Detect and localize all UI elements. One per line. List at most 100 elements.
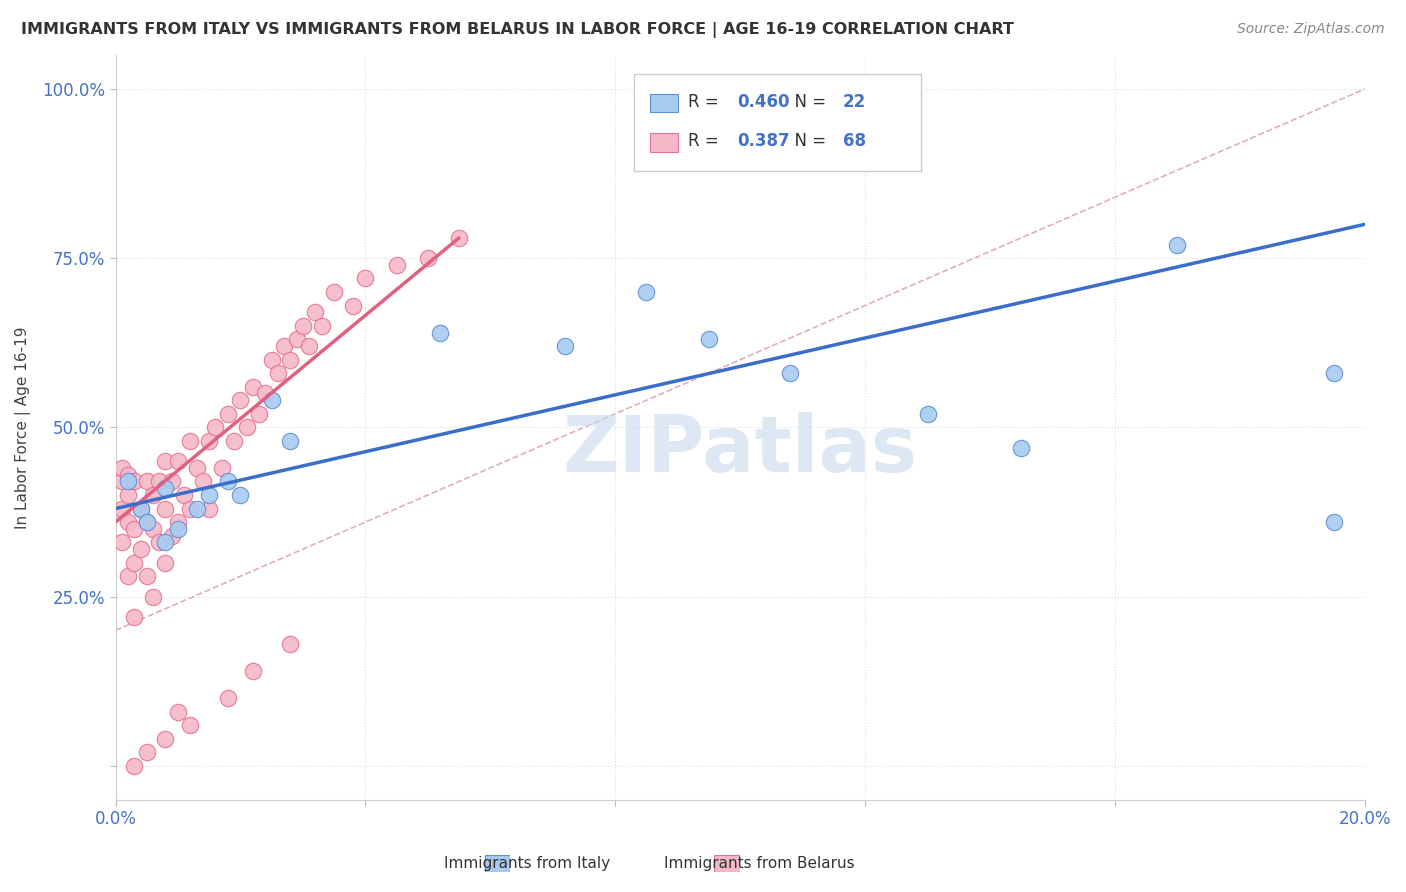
Point	[204, 420, 226, 434]
Text: 0.387: 0.387	[738, 133, 790, 151]
Text: 22: 22	[842, 93, 866, 111]
Point	[155, 454, 177, 468]
Text: N =: N =	[785, 133, 831, 151]
Point	[217, 691, 239, 706]
Point	[167, 454, 190, 468]
Point	[385, 258, 408, 272]
Point	[135, 745, 157, 759]
Point	[129, 501, 152, 516]
Point	[167, 705, 190, 719]
Point	[298, 339, 321, 353]
Point	[267, 366, 290, 380]
Y-axis label: In Labor Force | Age 16-19: In Labor Force | Age 16-19	[15, 326, 31, 529]
Point	[198, 501, 221, 516]
Text: R =: R =	[688, 93, 724, 111]
Point	[117, 569, 139, 583]
Point	[280, 637, 302, 651]
Point	[198, 488, 221, 502]
Point	[779, 366, 801, 380]
Point	[122, 758, 145, 772]
Point	[117, 467, 139, 482]
Point	[129, 542, 152, 557]
Point	[148, 535, 170, 549]
Point	[122, 556, 145, 570]
Point	[135, 515, 157, 529]
Point	[260, 352, 283, 367]
Point	[697, 332, 720, 346]
Point	[235, 420, 257, 434]
Point	[1322, 515, 1344, 529]
Point	[304, 305, 326, 319]
Point	[260, 393, 283, 408]
Text: R =: R =	[688, 133, 724, 151]
Point	[167, 522, 190, 536]
Point	[323, 285, 346, 299]
Point	[217, 407, 239, 421]
Point	[117, 488, 139, 502]
Text: IMMIGRANTS FROM ITALY VS IMMIGRANTS FROM BELARUS IN LABOR FORCE | AGE 16-19 CORR: IMMIGRANTS FROM ITALY VS IMMIGRANTS FROM…	[21, 22, 1014, 38]
Point	[179, 718, 201, 732]
Point	[155, 731, 177, 746]
Point	[179, 434, 201, 448]
Point	[186, 501, 208, 516]
Point	[198, 434, 221, 448]
Point	[129, 501, 152, 516]
Point	[217, 475, 239, 489]
Point	[135, 515, 157, 529]
Point	[135, 475, 157, 489]
Point	[111, 461, 134, 475]
Point	[917, 407, 939, 421]
Text: 68: 68	[842, 133, 866, 151]
Point	[155, 501, 177, 516]
Point	[342, 299, 364, 313]
Point	[242, 664, 264, 678]
Text: 0.460: 0.460	[738, 93, 790, 111]
Point	[254, 386, 277, 401]
Point	[1166, 237, 1188, 252]
Point	[173, 488, 195, 502]
Point	[554, 339, 576, 353]
Point	[148, 475, 170, 489]
Point	[273, 339, 295, 353]
Text: Source: ZipAtlas.com: Source: ZipAtlas.com	[1237, 22, 1385, 37]
Bar	[650, 94, 678, 112]
Point	[122, 522, 145, 536]
Point	[111, 535, 134, 549]
Point	[186, 461, 208, 475]
Point	[179, 501, 201, 516]
Text: N =: N =	[785, 93, 831, 111]
Text: Immigrants from Belarus: Immigrants from Belarus	[664, 856, 855, 871]
Bar	[650, 133, 678, 152]
Point	[142, 590, 165, 604]
Point	[229, 393, 252, 408]
Point	[111, 475, 134, 489]
Point	[280, 352, 302, 367]
Point	[160, 475, 183, 489]
Point	[242, 380, 264, 394]
Point	[117, 515, 139, 529]
Point	[1010, 441, 1032, 455]
Point	[285, 332, 308, 346]
Point	[142, 522, 165, 536]
Point	[122, 475, 145, 489]
Point	[229, 488, 252, 502]
Point	[135, 569, 157, 583]
Point	[354, 271, 377, 285]
Point	[155, 535, 177, 549]
Point	[291, 318, 314, 333]
Point	[142, 488, 165, 502]
Point	[191, 475, 214, 489]
Text: Immigrants from Italy: Immigrants from Italy	[444, 856, 610, 871]
Point	[247, 407, 270, 421]
Point	[280, 434, 302, 448]
Point	[160, 528, 183, 542]
Point	[416, 251, 439, 265]
Point	[1322, 366, 1344, 380]
Point	[636, 285, 658, 299]
Point	[122, 609, 145, 624]
Point	[155, 481, 177, 495]
Point	[224, 434, 246, 448]
Point	[155, 556, 177, 570]
Point	[117, 475, 139, 489]
Point	[111, 501, 134, 516]
